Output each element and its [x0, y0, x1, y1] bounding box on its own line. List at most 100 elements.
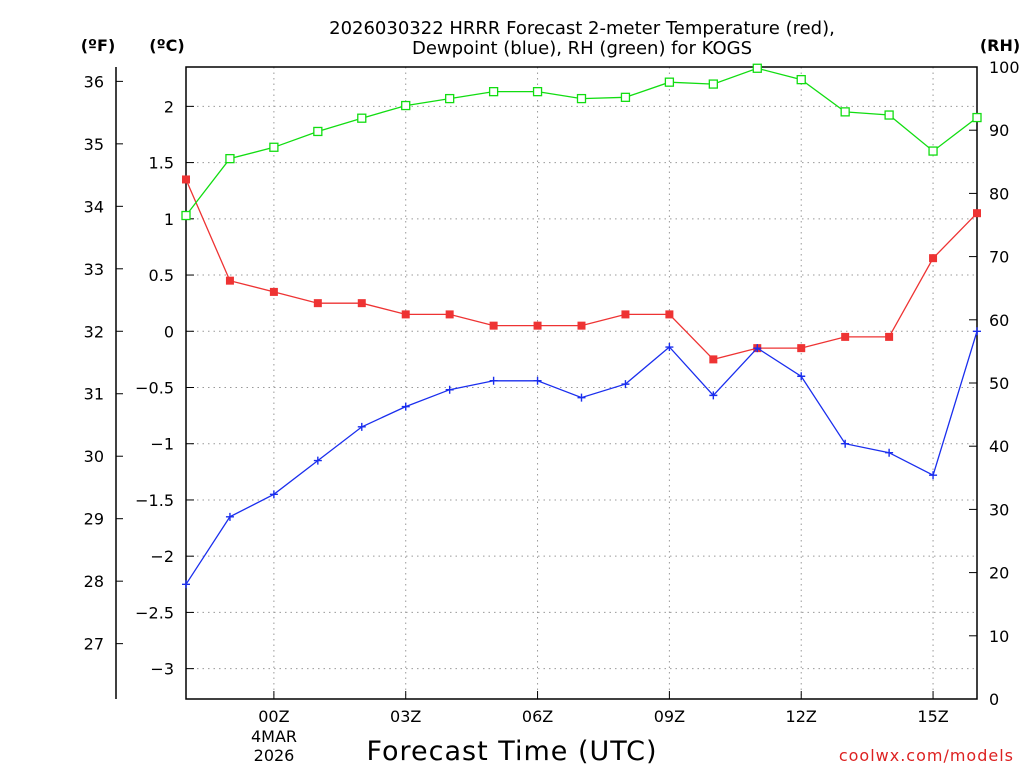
rh-tick-label: 80 [989, 184, 1009, 203]
2-meter-temperature-point [401, 310, 410, 319]
dewpoint-point [225, 512, 234, 521]
fahrenheit-unit-label: (ºF) [81, 36, 116, 55]
rh-point [576, 93, 587, 104]
celsius-unit-label: (ºC) [149, 36, 184, 55]
celsius-tick-label: −3 [150, 660, 174, 679]
time-tick-label: 09Z [654, 707, 685, 726]
2-meter-temperature-point [489, 321, 498, 330]
dewpoint-point [533, 376, 542, 385]
celsius-tick-label: 0 [164, 322, 174, 341]
celsius-tick-label: 1.5 [149, 154, 174, 173]
rh-tick-label: 100 [989, 58, 1020, 77]
fahrenheit-tick-label: 36 [84, 72, 104, 91]
dewpoint-point [577, 393, 586, 402]
chart-title-line-2: Dewpoint (blue), RH (green) for KOGS [412, 38, 752, 59]
rh-point [928, 146, 938, 156]
time-tick-label: 15Z [917, 707, 948, 726]
fahrenheit-tick-label: 30 [84, 447, 104, 466]
2-meter-temperature-point [313, 299, 322, 308]
rh-point [401, 100, 411, 111]
dewpoint-point [445, 385, 454, 394]
time-tick-label: 03Z [390, 707, 421, 726]
rh-point [225, 153, 235, 164]
dewpoint-point [401, 402, 410, 411]
rh-tick-label: 10 [989, 627, 1009, 646]
fahrenheit-tick-label: 28 [84, 572, 104, 591]
fahrenheit-tick-label: 34 [84, 197, 104, 216]
dewpoint-point [973, 327, 981, 336]
fahrenheit-tick-label: 35 [84, 135, 104, 154]
2-meter-temperature-point [665, 310, 674, 319]
rh-point [445, 93, 455, 104]
dewpoint-point [929, 471, 938, 480]
time-tick-label: 00Z [258, 707, 289, 726]
rh-point [840, 107, 850, 117]
2-meter-temperature-point [841, 332, 850, 341]
rh-tick-label: 70 [989, 248, 1009, 267]
2-meter-temperature-point [709, 355, 718, 364]
2-meter-temperature-point [182, 175, 190, 184]
2-meter-temperature-line [185, 179, 978, 361]
celsius-tick-label: −2.5 [135, 603, 174, 622]
rh-point [752, 63, 762, 73]
rh-tick-label: 0 [989, 690, 999, 709]
dewpoint-point [709, 391, 718, 400]
celsius-tick-label: −2 [150, 547, 174, 566]
celsius-tick-label: −0.5 [135, 378, 174, 397]
celsius-tick-label: 2 [164, 97, 174, 116]
rh-point [357, 113, 367, 123]
date-label-month: 4MAR [251, 727, 297, 746]
rh-point [313, 126, 323, 137]
celsius-tick-label: 1 [164, 210, 174, 229]
2-meter-temperature-point [357, 299, 366, 308]
dewpoint-point [797, 372, 806, 381]
2-meter-temperature-point [797, 344, 806, 353]
2-meter-temperature-point [225, 276, 234, 285]
time-tick-label: 06Z [522, 707, 553, 726]
2-meter-temperature-point [533, 321, 542, 330]
2-meter-temperature-point [929, 254, 938, 263]
rh-point [620, 92, 631, 102]
grid-layer [186, 67, 977, 699]
fahrenheit-tick-label: 27 [84, 635, 104, 654]
dewpoint-point [182, 580, 190, 589]
dewpoint-point [665, 343, 674, 352]
2-meter-temperature-point [621, 310, 630, 319]
rh-point [884, 110, 894, 120]
credit-label: coolwx.com/models [839, 746, 1014, 765]
dewpoint-point [841, 439, 850, 448]
fahrenheit-tick-label: 33 [84, 260, 104, 279]
2-meter-temperature-point [577, 321, 586, 330]
fahrenheit-tick-label: 32 [84, 322, 104, 341]
celsius-tick-label: −1 [150, 435, 174, 454]
rh-tick-label: 20 [989, 564, 1009, 583]
dewpoint-point [885, 448, 894, 457]
rh-point [488, 86, 499, 97]
dewpoint-point [269, 490, 278, 499]
rh-point [664, 77, 675, 87]
rh-point [269, 142, 279, 152]
dewpoint-point [357, 422, 366, 431]
axes-layer: −3 −2.5 −2 −1.5 −1 −0.5 0 0.5 1 1.5 2 00Z 03Z 06Z 09Z 1… [84, 58, 1020, 726]
time-tick-label: 12Z [786, 707, 817, 726]
rh-tick-label: 50 [989, 374, 1009, 393]
rh-tick-label: 30 [989, 500, 1009, 519]
rh-point [972, 112, 982, 123]
rh-line [185, 67, 978, 216]
celsius-tick-label: 0.5 [149, 266, 174, 285]
fahrenheit-tick-label: 29 [84, 510, 104, 529]
rh-point [796, 74, 806, 85]
rh-point [532, 86, 543, 97]
rh-tick-label: 90 [989, 121, 1009, 140]
chart-title-line-1: 2026030322 HRRR Forecast 2-meter Tempera… [329, 18, 835, 39]
date-label-year: 2026 [254, 746, 295, 765]
dewpoint-point [489, 376, 498, 385]
fahrenheit-tick-label: 31 [84, 385, 104, 404]
dewpoint-point [753, 344, 762, 353]
2-meter-temperature-point [269, 287, 278, 296]
dewpoint-point [621, 380, 630, 389]
rh-tick-label: 40 [989, 437, 1009, 456]
rh-unit-label: (RH) [980, 36, 1020, 55]
